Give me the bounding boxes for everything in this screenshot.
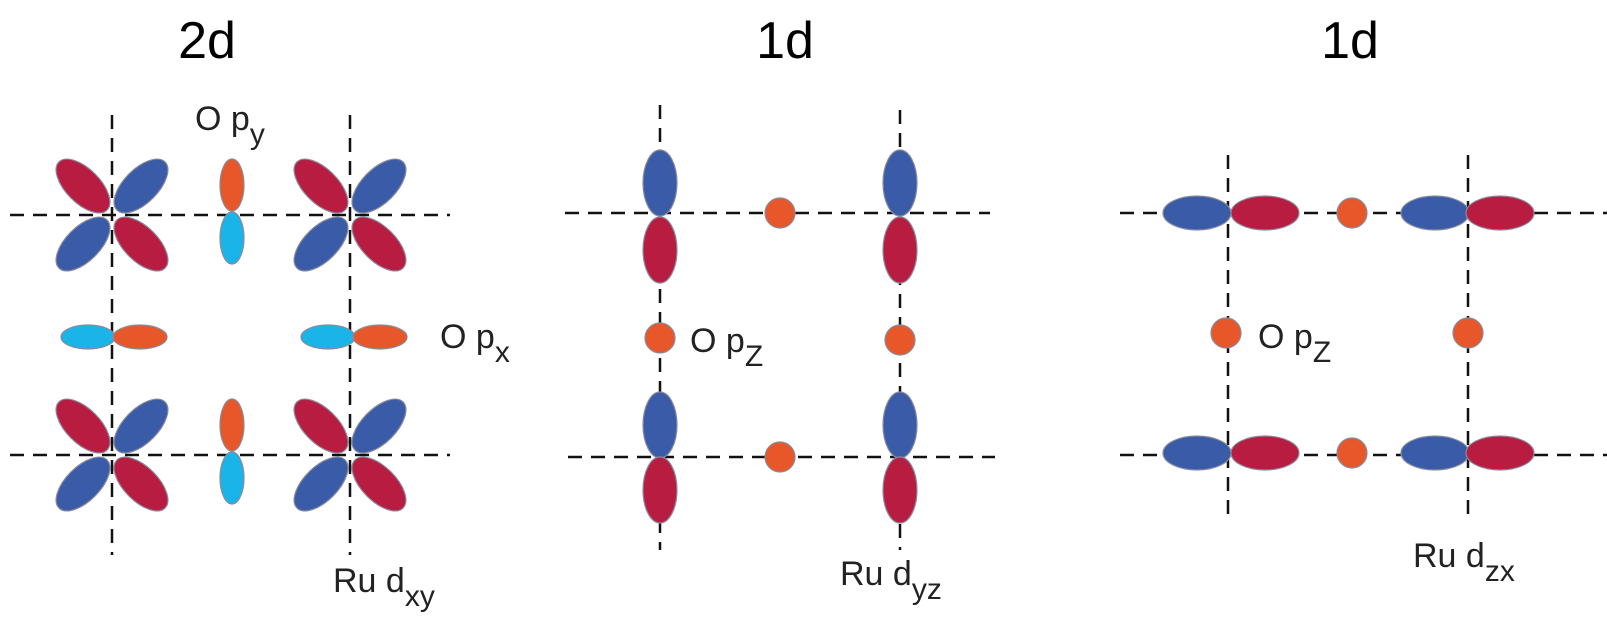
orbital-lobe [105, 448, 177, 520]
orbital-lobe [285, 208, 357, 280]
label-main: O p [1258, 318, 1313, 356]
panel-title: 1d [1321, 12, 1379, 70]
orbital-lobe [643, 457, 677, 523]
p-orbital [1453, 318, 1483, 348]
orbital-lobe [47, 150, 119, 222]
orbital-lobe [105, 150, 177, 222]
orbital-lobe [220, 159, 244, 211]
label-main: O p [690, 322, 745, 360]
orbital-lobe [643, 217, 677, 283]
label-sub: Z [745, 340, 763, 373]
orbital-lobe [47, 208, 119, 280]
p-orbital [765, 442, 795, 472]
orbital-label: O pZ [690, 322, 763, 373]
p-orbital [1211, 318, 1241, 348]
label-sub: y [250, 118, 265, 151]
orbital-lobe [643, 150, 677, 216]
label-sub: xy [405, 580, 435, 613]
orbital-lobe [61, 325, 115, 349]
p-orbital [765, 198, 795, 228]
orbital-lobe [301, 325, 355, 349]
orbital-lobe [47, 390, 119, 462]
orbital-lobe [220, 212, 244, 264]
orbital-lobe [883, 457, 917, 523]
label-sub: Z [1313, 336, 1331, 369]
orbital-label: Ru dyz [840, 555, 942, 606]
orbital-lobe [1163, 436, 1231, 470]
orbital-label: Ru dxy [333, 562, 435, 613]
orbital-lobe [285, 448, 357, 520]
orbital-lobe [353, 325, 407, 349]
orbital-lobe [343, 390, 415, 462]
orbital-lobe [343, 208, 415, 280]
orbital-lobe [343, 448, 415, 520]
label-main: Ru d [1413, 537, 1485, 575]
orbital-lobe [285, 150, 357, 222]
orbital-lobe [285, 390, 357, 462]
orbital-lobe [1401, 196, 1469, 230]
orbital-lobe [1466, 436, 1534, 470]
orbital-lobe [343, 150, 415, 222]
p-orbital [1337, 438, 1367, 468]
p-orbital [645, 323, 675, 353]
label-main: Ru d [333, 562, 405, 600]
label-sub: yz [912, 573, 942, 606]
label-main: O p [440, 318, 495, 356]
p-orbital [1337, 198, 1367, 228]
orbital-lobe [883, 150, 917, 216]
panel-title: 2d [178, 12, 236, 70]
orbital-lobe [1231, 436, 1299, 470]
label-sub: x [495, 336, 510, 369]
panel-title: 1d [756, 12, 814, 70]
orbital-lobe [883, 217, 917, 283]
label-sub: zx [1485, 555, 1515, 588]
orbital-lobe [883, 392, 917, 458]
label-main: O p [195, 100, 250, 138]
orbital-label: O pZ [1258, 318, 1331, 369]
orbital-lobe [1466, 196, 1534, 230]
label-main: Ru d [840, 555, 912, 593]
orbital-lobe [1231, 196, 1299, 230]
orbital-lobe [1163, 196, 1231, 230]
orbital-lobe [220, 452, 244, 504]
orbital-label: Ru dzx [1413, 537, 1515, 588]
orbital-label: O px [440, 318, 510, 369]
orbital-lobe [105, 208, 177, 280]
orbital-lobe [220, 399, 244, 451]
orbital-lobe [1401, 436, 1469, 470]
orbital-lobe [105, 390, 177, 462]
orbital-lobe [47, 448, 119, 520]
diagram: 2d 1d 1d O py O px Ru dxy O pZ Ru dyz O … [0, 0, 1607, 634]
p-orbital [885, 325, 915, 355]
orbital-lobe [643, 392, 677, 458]
orbital-label: O py [195, 100, 265, 151]
orbital-lobe [113, 325, 167, 349]
